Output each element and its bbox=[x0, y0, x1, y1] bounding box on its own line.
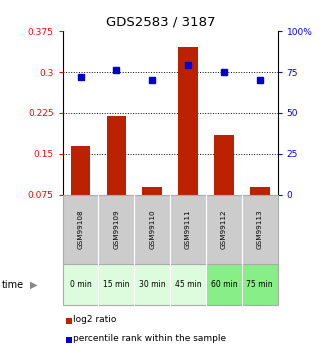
Bar bbox=[71, 146, 91, 195]
Text: GSM99113: GSM99113 bbox=[257, 210, 263, 249]
Bar bbox=[178, 47, 198, 195]
Text: time: time bbox=[2, 280, 24, 289]
Text: GSM99112: GSM99112 bbox=[221, 210, 227, 249]
Text: GSM99109: GSM99109 bbox=[113, 210, 119, 249]
Text: GSM99108: GSM99108 bbox=[77, 210, 83, 249]
Text: 30 min: 30 min bbox=[139, 280, 166, 289]
Text: ▶: ▶ bbox=[30, 280, 38, 289]
Bar bbox=[107, 116, 126, 195]
Bar bbox=[250, 187, 270, 195]
Text: 75 min: 75 min bbox=[247, 280, 273, 289]
Text: GSM99110: GSM99110 bbox=[149, 210, 155, 249]
Text: GSM99111: GSM99111 bbox=[185, 210, 191, 249]
Text: GDS2583 / 3187: GDS2583 / 3187 bbox=[106, 16, 215, 29]
Bar bbox=[214, 135, 234, 195]
Text: percentile rank within the sample: percentile rank within the sample bbox=[73, 334, 226, 343]
Bar bbox=[142, 187, 162, 195]
Text: 15 min: 15 min bbox=[103, 280, 130, 289]
Text: log2 ratio: log2 ratio bbox=[73, 315, 117, 324]
Text: 45 min: 45 min bbox=[175, 280, 201, 289]
Text: 60 min: 60 min bbox=[211, 280, 237, 289]
Text: 0 min: 0 min bbox=[70, 280, 91, 289]
